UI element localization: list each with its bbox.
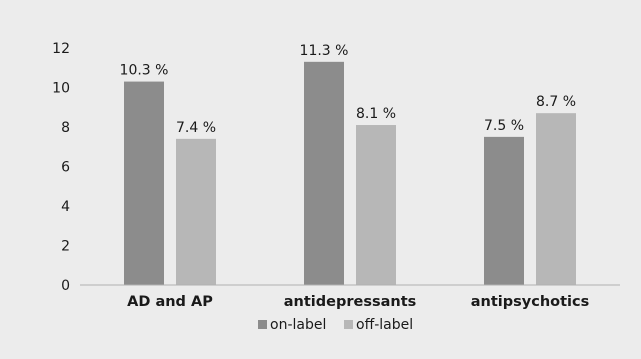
data-label-on-label-0: 10.3 % — [120, 63, 169, 79]
data-label-off-label-2: 8.7 % — [536, 94, 576, 110]
legend: on-label off-label — [258, 317, 413, 333]
bar-on-label-0 — [124, 81, 164, 285]
y-tick-label-6: 12 — [52, 41, 70, 57]
bar-off-label-1 — [356, 125, 396, 286]
y-tick-label-1: 2 — [61, 239, 70, 255]
bar-on-label-2 — [484, 136, 524, 285]
category-label-1: antidepressants — [284, 294, 417, 310]
y-tick-label-2: 4 — [61, 199, 70, 215]
legend-swatch-on-label — [258, 320, 267, 329]
data-label-on-label-2: 7.5 % — [484, 118, 524, 134]
category-label-2: antipsychotics — [471, 294, 589, 310]
bars — [124, 61, 576, 286]
legend-label-on-label: on-label — [270, 317, 326, 333]
bar-off-label-0 — [176, 138, 216, 285]
y-tick-label-5: 10 — [52, 81, 70, 97]
legend-label-off-label: off-label — [356, 317, 413, 333]
data-label-on-label-1: 11.3 % — [300, 43, 349, 59]
category-labels: AD and AP antidepressants antipsychotics — [127, 294, 589, 310]
y-tick-label-4: 8 — [61, 120, 70, 136]
legend-swatch-off-label — [344, 320, 353, 329]
y-axis-ticks: 0 2 4 6 8 10 12 — [52, 41, 70, 294]
bar-off-label-2 — [536, 113, 576, 285]
bar-on-label-1 — [304, 61, 344, 286]
data-label-off-label-0: 7.4 % — [176, 120, 216, 136]
y-tick-label-0: 0 — [61, 278, 70, 294]
data-label-off-label-1: 8.1 % — [356, 106, 396, 122]
category-label-0: AD and AP — [127, 294, 213, 310]
data-labels: 10.3 % 7.4 % 11.3 % 8.1 % 7.5 % 8.7 % — [120, 43, 576, 136]
y-tick-label-3: 6 — [61, 160, 70, 176]
